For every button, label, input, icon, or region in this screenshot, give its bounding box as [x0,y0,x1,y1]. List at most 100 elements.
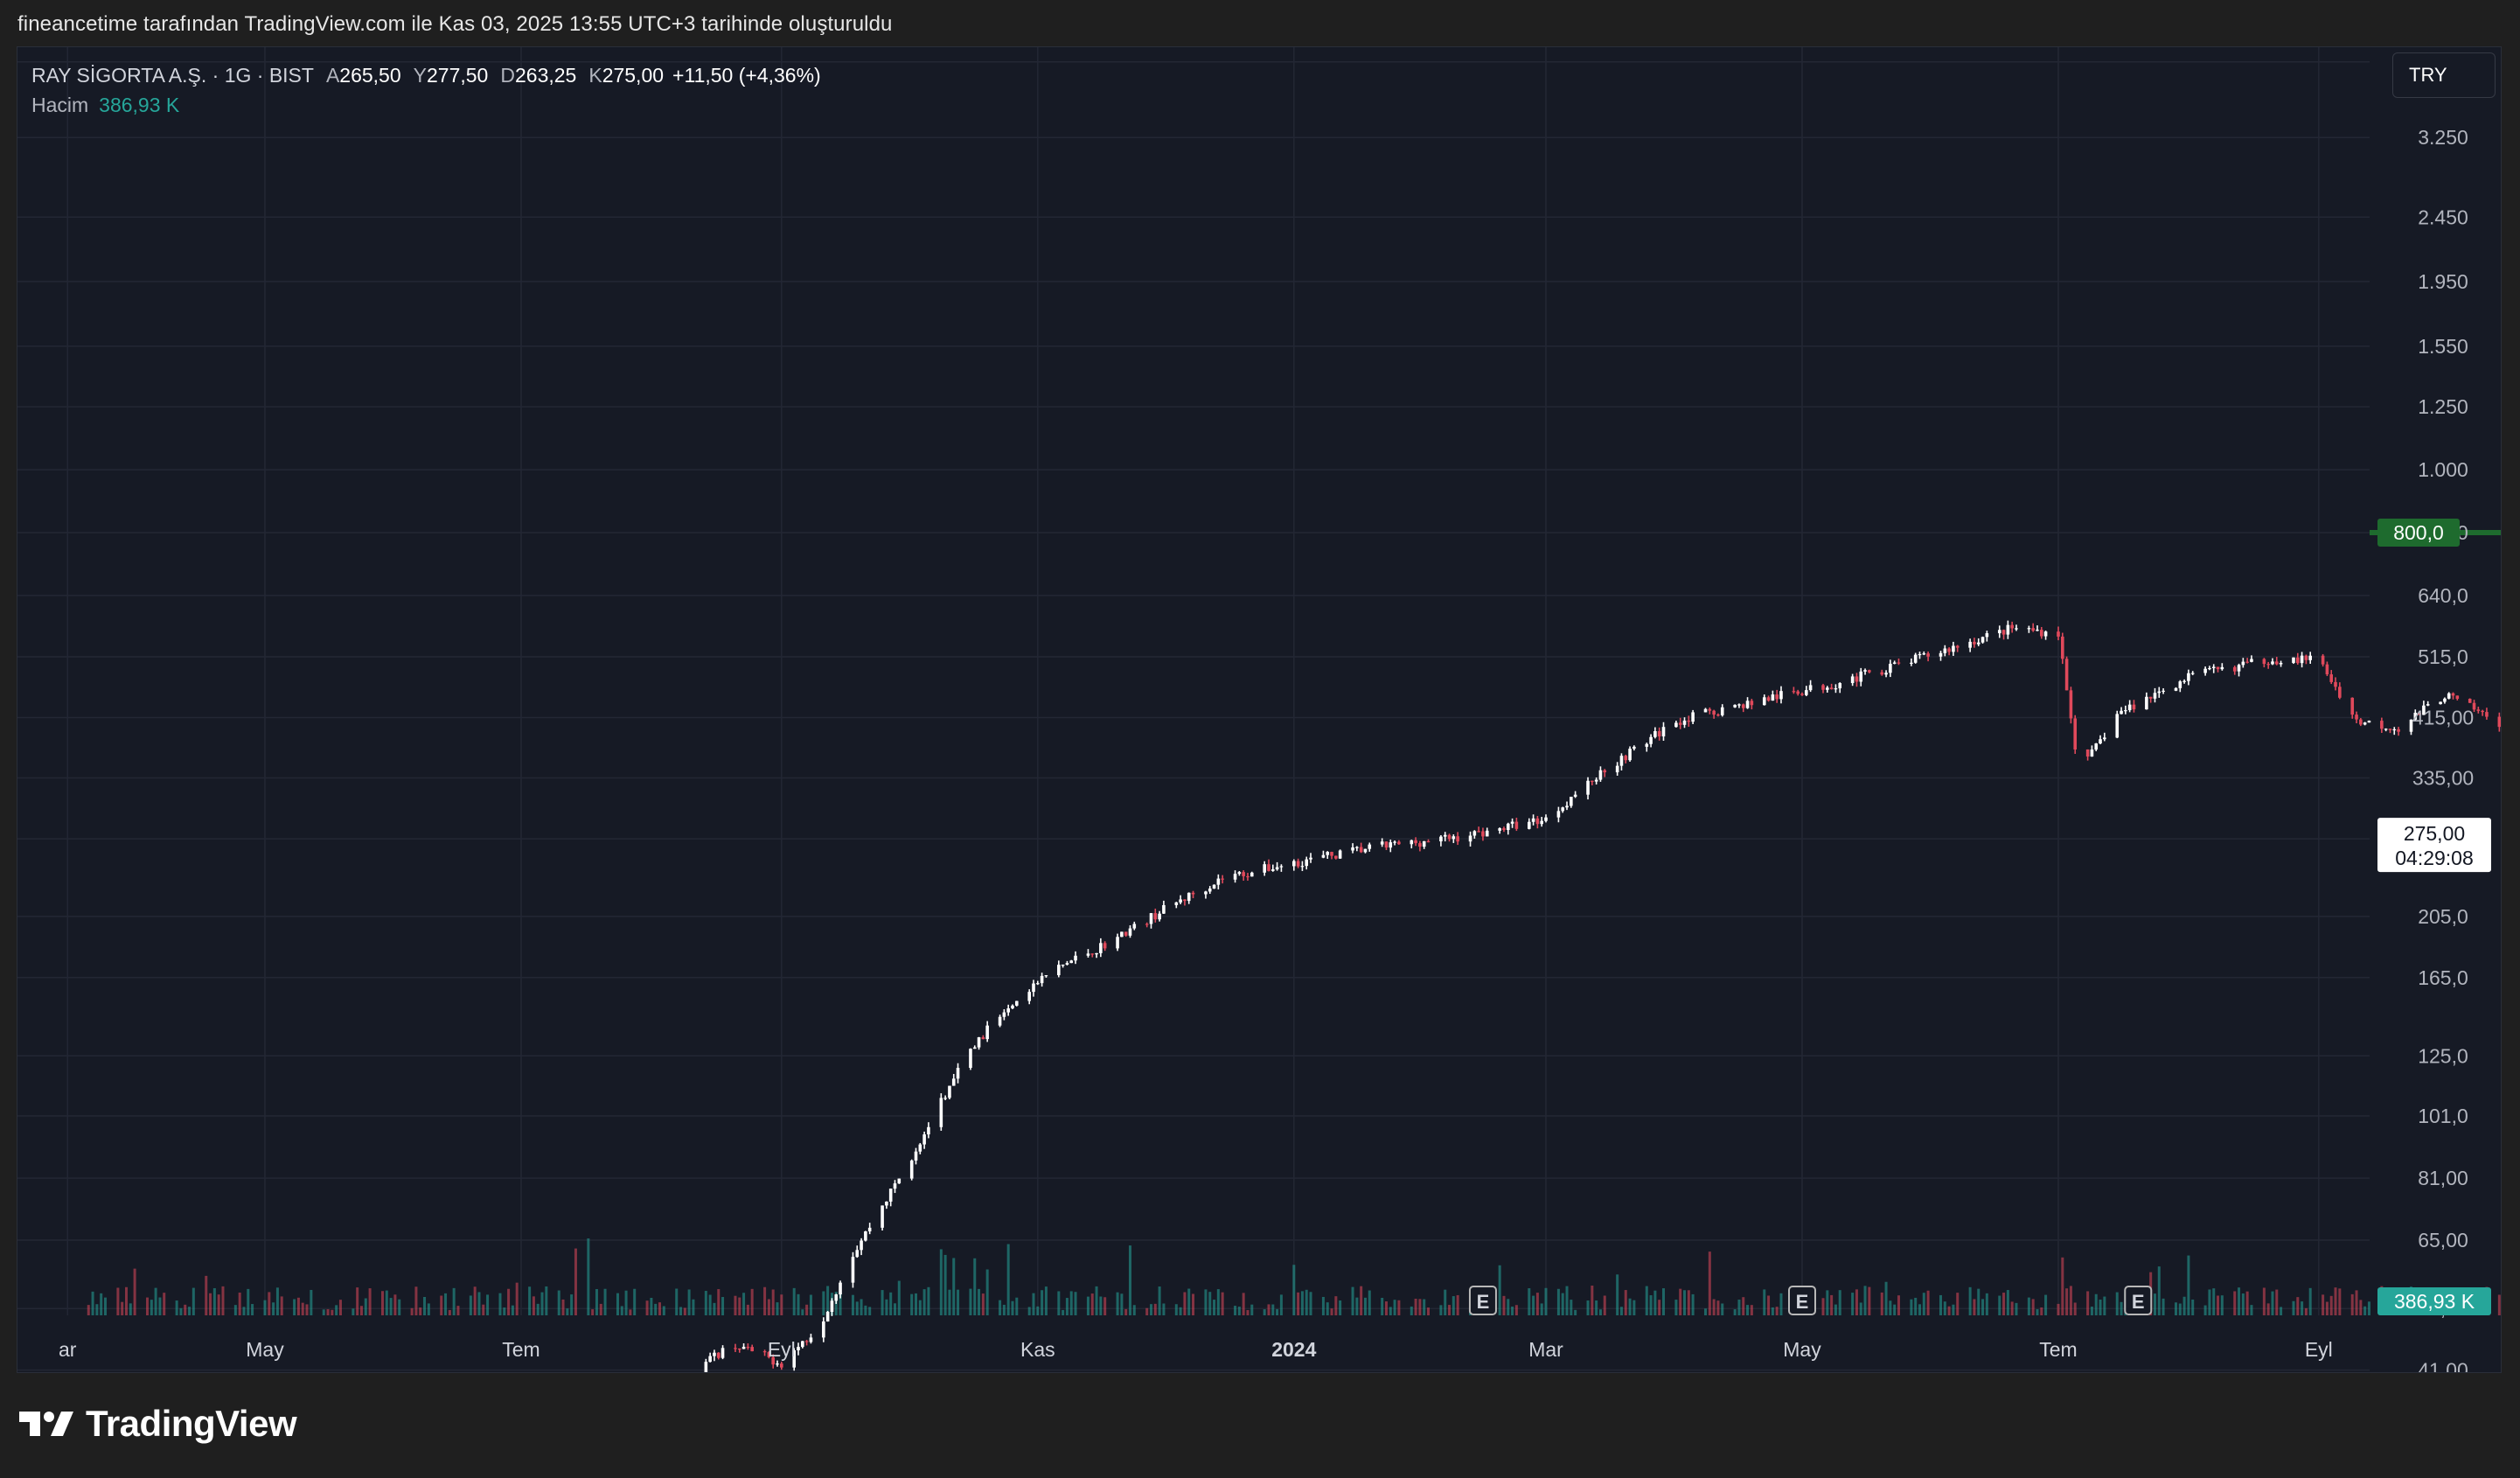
volume-bar [380,1291,384,1315]
volume-bar [2334,1287,2337,1315]
candle-body [2036,630,2039,631]
volume-bar [2308,1287,2312,1315]
volume-label[interactable]: Hacim [31,94,89,116]
candle-body [2174,687,2178,691]
candle-body [2057,631,2060,637]
candle-body [2418,712,2421,715]
volume-bar [1213,1300,1216,1315]
volume-bar [398,1299,401,1315]
chart-area[interactable]: EEEEEEE⚡arMayTemEylKas2024MarMayTemEylKa… [17,46,2502,1373]
candle-body [1330,852,1333,856]
volume-bar [545,1286,548,1315]
candle-body [1296,861,1300,867]
volume-bar [532,1296,535,1315]
candle-body [2182,680,2186,682]
earnings-icon-label: E [1796,1291,1809,1313]
volume-bar [268,1292,271,1315]
volume-bar [624,1290,628,1315]
volume-bar [633,1288,637,1315]
last-volume-tag [2377,1287,2491,1315]
volume-bar [2073,1302,2077,1315]
volume-bar [452,1287,456,1315]
volume-bar [1179,1307,1182,1315]
volume-bar [763,1286,767,1315]
candle-body [720,1348,725,1358]
candle-body [2085,749,2090,757]
symbol-title[interactable]: RAY SİGORTA A.Ş. · 1G · BIST [31,64,314,87]
candle-body [713,1352,716,1356]
candle-body [1821,685,1825,690]
volume-bar [881,1290,884,1315]
candle-body [1439,836,1443,842]
volume-bar [1998,1295,2001,1315]
candle-body [1687,720,1691,722]
currency-button[interactable]: TRY [2392,52,2496,98]
price-chart[interactable]: EEEEEEE⚡arMayTemEylKas2024MarMayTemEylKa… [17,47,2502,1373]
volume-bar [1855,1289,1858,1315]
candle-body [2208,667,2211,670]
candle-body [1897,662,1901,664]
y-axis-tick-label: 515,0 [2418,645,2468,668]
volume-bar [1174,1304,1178,1315]
volume-bar [1397,1300,1401,1315]
volume-bar [1674,1300,1678,1315]
volume-bar [448,1309,451,1315]
candle-body [927,1126,930,1135]
candle-body [2001,630,2006,635]
volume-bar [1216,1289,1220,1315]
candle-body [1321,854,1326,858]
tradingview-logo[interactable]: TradingView [19,1403,297,1445]
volume-bar [1918,1304,1921,1315]
volume-bar [1297,1292,1300,1315]
volume-bar [1821,1298,1825,1315]
volume-bar [1368,1290,1371,1315]
volume-bar [1838,1290,1841,1315]
volume-bar [2031,1299,2035,1315]
volume-bar [2015,1302,2018,1315]
low-value: 263,25 [514,64,577,87]
candle-body [2031,628,2035,631]
volume-bar [1124,1308,1128,1315]
candle-body [1099,943,1103,953]
y-axis-tick-label: 65,00 [2418,1229,2468,1251]
volume-bar [792,1287,796,1315]
volume-bar [310,1289,313,1315]
volume-bar [561,1299,565,1315]
volume-bar [1868,1286,1871,1315]
volume-bar [1153,1303,1157,1315]
candle-body [834,1294,839,1301]
volume-bar [662,1306,665,1315]
candle-body [948,1085,951,1098]
volume-bar [1939,1294,1943,1315]
volume-bar [1721,1303,1724,1315]
candle-body [1233,874,1237,880]
candle-body [1834,688,1838,690]
candle-body [2455,695,2460,700]
candle-body [1805,690,1808,695]
volume-bar [2304,1307,2308,1315]
volume-bar [2363,1306,2367,1315]
volume-bar [868,1307,872,1315]
candle-body [1527,821,1531,829]
candle-body [2266,664,2270,666]
candle-body [1510,821,1514,824]
volume-bar [645,1300,649,1315]
volume-bar [1250,1304,1254,1315]
volume-bar [1351,1286,1354,1315]
volume-bar [603,1288,607,1315]
volume-bar [826,1286,830,1315]
candle-body [2124,710,2127,712]
candle-body [734,1348,737,1349]
volume-bar [124,1286,128,1315]
candle-body [792,1349,797,1368]
candle-body [1808,685,1813,691]
candle-body [1868,670,1871,673]
volume-bar [356,1287,359,1315]
resistance-price-tag [2377,519,2460,547]
candle-body [1359,847,1363,853]
volume-bar [1389,1307,1392,1315]
candle-body [1036,983,1040,985]
symbol-legend: RAY SİGORTA A.Ş. · 1G · BIST A265,50 Y277,… [31,60,821,120]
candle-body [1943,648,1947,653]
volume-bar [1956,1293,1960,1315]
